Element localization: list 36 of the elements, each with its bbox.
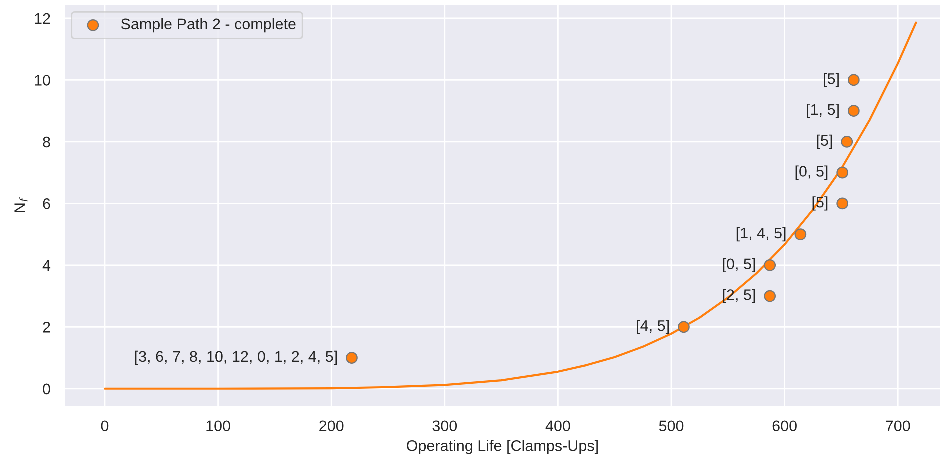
point <box>836 166 849 179</box>
annotation: [3, 6, 7, 8, 10, 12, 0, 1, 2, 4, 5] <box>135 350 338 366</box>
point <box>848 74 860 86</box>
x-tick-label: 300 <box>432 420 458 432</box>
annotation: [1, 5] <box>807 104 839 118</box>
annotation: [0, 5] <box>796 166 828 180</box>
point <box>841 136 854 148</box>
legend-label: Sample Path 2 - complete <box>121 18 296 33</box>
x-tick-label: 700 <box>886 420 910 432</box>
annotation: [5] <box>817 134 832 150</box>
annotation: [4, 5] <box>637 320 669 334</box>
x-tick-label: 100 <box>206 420 230 432</box>
annotation: [5] <box>824 73 839 88</box>
point <box>848 105 860 118</box>
y-tick-label: 4 <box>42 260 51 271</box>
x-tick-label: 400 <box>546 420 570 432</box>
x-tick-label: 600 <box>772 420 797 432</box>
point <box>836 198 849 210</box>
point <box>678 321 690 334</box>
y-tick-label: 12 <box>35 13 50 24</box>
y-tick-label: 8 <box>43 136 50 148</box>
y-tick-label: 10 <box>35 75 50 86</box>
x-tick-label: 200 <box>320 420 344 432</box>
annotation: [0, 5] <box>723 258 756 273</box>
annotation: [1, 4, 5] <box>736 227 786 242</box>
x-tick-label: 500 <box>659 420 684 432</box>
y-tick-label: 2 <box>43 322 50 333</box>
point <box>764 259 776 272</box>
y-axis-title: N$_{f}$ <box>14 197 28 212</box>
y-tick-label: 6 <box>43 198 50 210</box>
point <box>794 228 807 240</box>
point <box>764 290 776 302</box>
point <box>346 352 358 364</box>
x-tick-label: 0 <box>101 420 109 432</box>
x-axis-title: Operating Life [Clamps-Ups] <box>407 440 598 454</box>
y-tick-label: 0 <box>43 384 50 395</box>
